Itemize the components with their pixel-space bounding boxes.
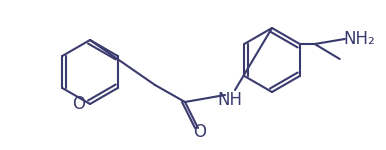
Text: O: O [193, 123, 207, 141]
Text: NH₂: NH₂ [344, 30, 376, 48]
Text: O: O [72, 95, 85, 113]
Text: NH: NH [217, 91, 242, 109]
